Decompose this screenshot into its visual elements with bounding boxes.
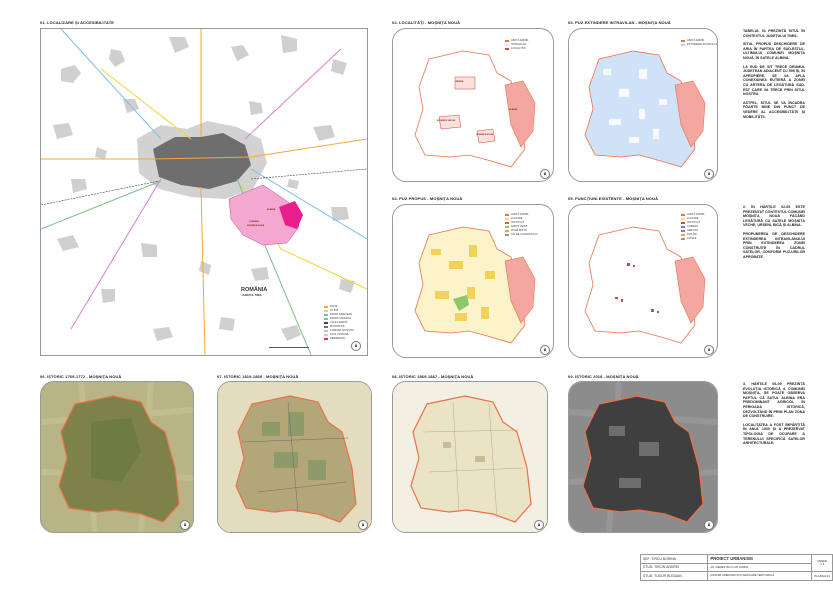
title-panel-08: 08. ISTORIC 1869-1887 - MOȘNIȚA NOUĂ [392,374,474,379]
panel-istoric-1869 [392,381,548,533]
north-arrow-icon [534,520,544,530]
title-panel-04: 04. PUZ PROPUS - MOȘNIȚA NOUĂ [392,196,463,201]
functiuni-svg [584,226,706,344]
title-panel-01: 01. LOCALIZARE ȘI ACCESIBILITATE [40,20,115,25]
notes-block-2: 2. ÎN HĂRȚILE 02-05 ESTE PREZENTAT CONTE… [743,205,805,259]
title-panel-02: 02. LOCALITĂȚI - MOȘNIȚA NOUĂ [392,20,461,25]
panel-istoric-1769 [40,381,194,533]
north-arrow-icon [351,341,361,351]
legend-functiuni: LIMITĂ ADMIN. LOCUIRE INSTITUȚII COMERȚ … [681,213,705,241]
istoric-1869-svg [393,382,547,532]
notes-block-1: TABELUL 01 PREZINTĂ SITUL ÎN CONTEXTUL J… [743,29,805,119]
title-panel-07: 07. ISTORIC 1819-1869 - MOȘNIȚA NOUĂ [217,374,299,379]
puz-extindere-svg [584,50,706,168]
road-network [41,29,367,355]
north-arrow-icon [180,520,190,530]
railway-line [41,168,367,206]
scale-bar [269,347,309,348]
label-albina: ALBINA [267,209,276,211]
label-mosnita-noua: MOȘNIȚA NOUĂ [476,134,494,136]
notes-block-3: 3. HĂRȚILE 06-09 PREZINTĂ EVOLUȚIA ISTOR… [743,382,805,446]
istoric-1769-svg [41,382,193,532]
istoric-1819-svg [218,382,371,532]
panel-istoric-2018 [568,381,718,533]
panel-puz-extindere-map: LIMITĂ ADMIN. EXTINDERE INTRAVILAN [568,28,718,182]
north-arrow-icon [358,520,368,530]
localitati-map-svg [414,50,536,168]
albina-area [279,201,303,229]
legend-localizare: DN 59 DJ 595 DRUM JUDEȚEAN DRUM COMUNAL … [324,305,354,341]
legend-localitati: LIMITĂ ADMIN. INTRAVILAN LOCALITĂȚI [505,39,529,51]
north-arrow-icon [704,169,714,179]
puz-propus-svg [414,226,536,344]
panel-functiuni-map: LIMITĂ ADMIN. LOCUIRE INSTITUȚII COMERȚ … [568,204,718,358]
north-arrow-icon [540,169,550,179]
panel-localizare-map: ALBINA COMUNA MOȘNIȚA NOUĂ ROMÂNIA JUDEȚ… [40,28,368,356]
title-panel-06: 06. ISTORIC 1769-1772 - MOȘNIȚA NOUĂ [40,374,122,379]
label-comuna-mosnita: MOȘNIȚA NOUĂ [247,225,265,227]
north-arrow-icon [540,345,550,355]
north-arrow-icon [704,345,714,355]
localizare-map-svg [41,29,367,355]
panel-puz-propus-map: LIMITĂ ADMIN. LOCUIRE INSTITUȚII SPAȚII … [392,204,554,358]
north-arrow-icon [704,520,714,530]
label-judet: JUDEȚUL TIMIȘ [242,294,262,297]
comuna-mosnita-area [228,184,300,246]
title-panel-05: 05. FUNCȚIUNI EXISTENTE - MOȘNIȚA NOUĂ [568,196,659,201]
settlement-patches [53,35,355,341]
label-urseni: URSENI [455,81,464,83]
title-panel-09: 09. ISTORIC 2018 - MOȘNIȚA NOUĂ [568,374,639,379]
legend-puz-propus: LIMITĂ ADMIN. LOCUIRE INSTITUȚII SPAȚII … [505,213,538,237]
title-block: ȘEF: TIRCU DORINA PROIECT URBANISM AN/SE… [639,554,833,581]
label-romania: ROMÂNIA [241,287,268,293]
label-mosnita-veche: MOȘNIȚA VECHE [437,120,456,122]
title-panel-03: 03. PUZ EXTINDERE INTRAVILAN - MOȘNIȚA N… [568,20,671,25]
panel-istoric-1819 [217,381,372,533]
city-area [153,133,251,189]
legend-puz-extindere: LIMITĂ ADMIN. EXTINDERE INTRAVILAN [681,39,717,47]
istoric-2018-svg [569,382,717,532]
label-albina-small: ALBINA [509,109,518,111]
label-comuna: COMUNA [249,221,259,223]
panel-localitati-map: URSENI MOȘNIȚA VECHE MOȘNIȚA NOUĂ ALBINA… [392,28,554,182]
